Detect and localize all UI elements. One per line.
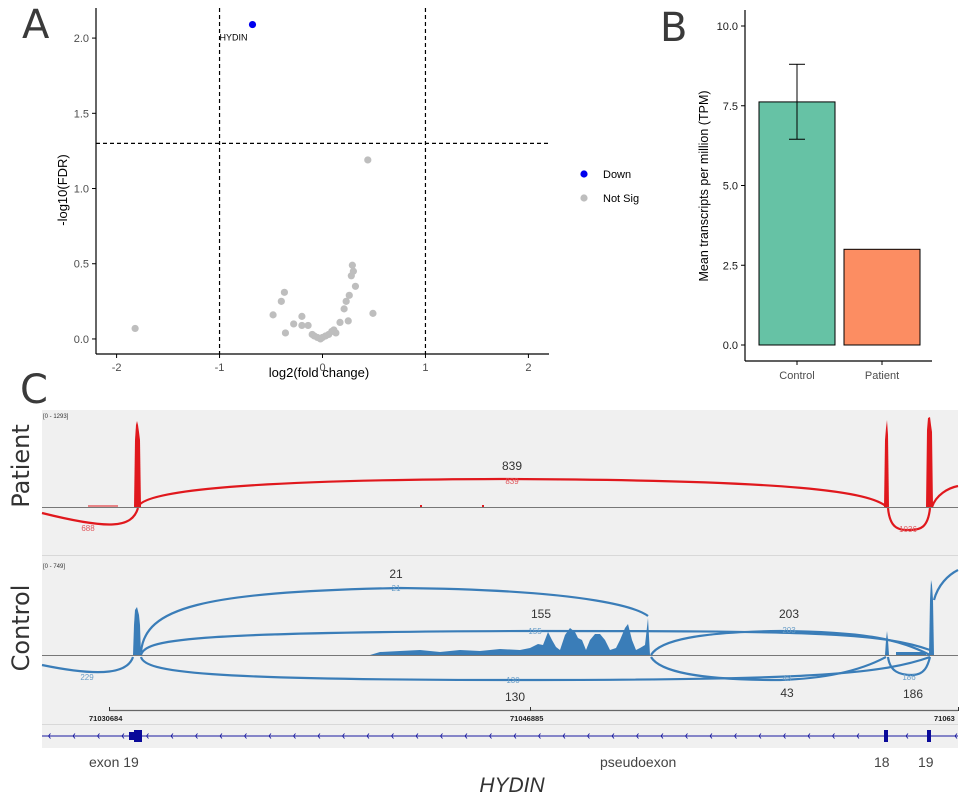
data-point-not-sig — [351, 282, 360, 290]
legend-label: Down — [603, 169, 631, 181]
y-tick-label: 2.0 — [74, 33, 89, 45]
data-point-not-sig — [345, 291, 353, 299]
volcano-legend: Down Not Sig — [580, 169, 639, 205]
data-point-not-sig — [308, 330, 316, 339]
data-point-not-sig — [281, 329, 290, 337]
threshold-lines — [96, 8, 549, 354]
x-tick-label: -1 — [215, 362, 225, 374]
data-point-not-sig — [344, 317, 352, 325]
legend-label: Not Sig — [603, 193, 639, 205]
data-point-not-sig — [290, 320, 298, 328]
x-tick-label: 1 — [422, 362, 428, 374]
data-point-not-sig — [342, 297, 350, 305]
y-tick-label: 1.0 — [74, 184, 89, 196]
point-label: HYDIN — [219, 33, 247, 43]
x-tick-label: -2 — [112, 362, 122, 374]
data-point-not-sig — [304, 321, 312, 330]
data-point-not-sig — [347, 272, 355, 280]
x-axis-title: log2(fold change) — [269, 365, 369, 380]
data-point-not-sig — [277, 297, 285, 305]
panel-label-b: B — [660, 5, 688, 51]
data-point-not-sig — [336, 318, 344, 327]
y-tick-label: 1.5 — [74, 108, 89, 120]
data-point-not-sig — [269, 311, 277, 319]
panel-label-c: C — [20, 367, 48, 413]
data-point-not-sig — [340, 305, 348, 313]
y-tick-label: 0.0 — [74, 334, 89, 346]
data-point-not-sig — [131, 324, 139, 333]
data-point-not-sig — [364, 156, 372, 164]
x-tick-label: 2 — [525, 362, 531, 374]
legend-key-down — [580, 170, 588, 178]
y-tick-label: 0.5 — [74, 259, 89, 271]
volcano-points: HYDIN — [131, 20, 377, 343]
data-point-not-sig — [298, 321, 306, 330]
data-point-down — [248, 20, 257, 29]
data-point-not-sig — [298, 312, 306, 320]
volcano-axes — [95, 8, 549, 355]
legend-key-not-sig — [580, 194, 588, 202]
data-point-not-sig — [348, 261, 356, 269]
x-tick-label: 0 — [319, 362, 325, 374]
panel-label-a: A — [22, 2, 50, 48]
data-point-not-sig — [280, 288, 289, 296]
data-point-not-sig — [369, 309, 377, 317]
y-axis-title: -log10(FDR) — [55, 154, 70, 226]
